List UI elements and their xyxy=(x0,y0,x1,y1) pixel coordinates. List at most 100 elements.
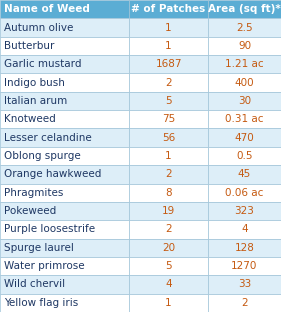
Text: 4: 4 xyxy=(165,280,172,290)
Text: 75: 75 xyxy=(162,114,175,124)
Bar xyxy=(129,55,208,73)
Bar xyxy=(0,0,129,18)
Bar xyxy=(129,239,208,257)
Text: 20: 20 xyxy=(162,243,175,253)
Bar xyxy=(208,37,281,55)
Text: 8: 8 xyxy=(165,188,172,198)
Bar xyxy=(129,92,208,110)
Text: Wild chervil: Wild chervil xyxy=(4,280,65,290)
Text: 5: 5 xyxy=(165,261,172,271)
Text: Butterbur: Butterbur xyxy=(4,41,55,51)
Bar xyxy=(129,220,208,239)
Text: Area (sq ft)*: Area (sq ft)* xyxy=(208,4,281,14)
Bar xyxy=(208,129,281,147)
Text: 128: 128 xyxy=(235,243,254,253)
Bar xyxy=(0,147,129,165)
Bar xyxy=(129,110,208,129)
Bar xyxy=(0,73,129,92)
Text: Garlic mustard: Garlic mustard xyxy=(4,59,81,69)
Text: 5: 5 xyxy=(165,96,172,106)
Bar xyxy=(0,202,129,220)
Text: Knotweed: Knotweed xyxy=(4,114,56,124)
Text: 19: 19 xyxy=(162,206,175,216)
Text: 0.06 ac: 0.06 ac xyxy=(225,188,264,198)
Text: 56: 56 xyxy=(162,133,175,143)
Bar xyxy=(208,165,281,183)
Bar xyxy=(0,55,129,73)
Text: Phragmites: Phragmites xyxy=(4,188,64,198)
Bar xyxy=(129,294,208,312)
Bar xyxy=(208,239,281,257)
Text: 4: 4 xyxy=(241,224,248,234)
Bar xyxy=(129,257,208,275)
Text: Indigo bush: Indigo bush xyxy=(4,78,65,88)
Text: # of Patches: # of Patches xyxy=(132,4,206,14)
Text: Name of Weed: Name of Weed xyxy=(4,4,90,14)
Bar xyxy=(208,275,281,294)
Bar xyxy=(0,92,129,110)
Bar xyxy=(0,220,129,239)
Text: 2.5: 2.5 xyxy=(236,22,253,32)
Bar xyxy=(208,0,281,18)
Text: 1: 1 xyxy=(165,41,172,51)
Bar xyxy=(208,294,281,312)
Bar xyxy=(129,37,208,55)
Text: 0.31 ac: 0.31 ac xyxy=(225,114,264,124)
Text: 0.5: 0.5 xyxy=(236,151,253,161)
Text: Orange hawkweed: Orange hawkweed xyxy=(4,169,101,179)
Bar xyxy=(0,294,129,312)
Text: Autumn olive: Autumn olive xyxy=(4,22,73,32)
Bar xyxy=(0,257,129,275)
Bar xyxy=(129,165,208,183)
Bar xyxy=(208,18,281,37)
Text: 2: 2 xyxy=(165,78,172,88)
Bar xyxy=(0,183,129,202)
Text: Oblong spurge: Oblong spurge xyxy=(4,151,81,161)
Bar xyxy=(129,202,208,220)
Bar xyxy=(208,183,281,202)
Text: Water primrose: Water primrose xyxy=(4,261,85,271)
Text: 1: 1 xyxy=(165,151,172,161)
Bar xyxy=(129,275,208,294)
Text: 400: 400 xyxy=(235,78,254,88)
Text: Purple loosestrife: Purple loosestrife xyxy=(4,224,95,234)
Text: 90: 90 xyxy=(238,41,251,51)
Text: Lesser celandine: Lesser celandine xyxy=(4,133,92,143)
Bar xyxy=(208,147,281,165)
Bar xyxy=(208,110,281,129)
Text: Italian arum: Italian arum xyxy=(4,96,67,106)
Text: 1.21 ac: 1.21 ac xyxy=(225,59,264,69)
Bar xyxy=(208,220,281,239)
Text: 2: 2 xyxy=(165,169,172,179)
Bar xyxy=(0,239,129,257)
Bar xyxy=(0,275,129,294)
Text: 45: 45 xyxy=(238,169,251,179)
Bar xyxy=(208,257,281,275)
Text: 1687: 1687 xyxy=(155,59,182,69)
Bar xyxy=(129,73,208,92)
Bar xyxy=(129,147,208,165)
Text: Spurge laurel: Spurge laurel xyxy=(4,243,74,253)
Text: 1270: 1270 xyxy=(231,261,258,271)
Bar xyxy=(129,18,208,37)
Bar xyxy=(0,165,129,183)
Text: 30: 30 xyxy=(238,96,251,106)
Text: 2: 2 xyxy=(165,224,172,234)
Text: 323: 323 xyxy=(235,206,254,216)
Text: 1: 1 xyxy=(165,22,172,32)
Text: Yellow flag iris: Yellow flag iris xyxy=(4,298,78,308)
Bar xyxy=(0,129,129,147)
Text: 33: 33 xyxy=(238,280,251,290)
Bar xyxy=(208,73,281,92)
Text: Pokeweed: Pokeweed xyxy=(4,206,56,216)
Bar xyxy=(0,110,129,129)
Bar xyxy=(129,129,208,147)
Bar xyxy=(208,55,281,73)
Text: 1: 1 xyxy=(165,298,172,308)
Bar xyxy=(129,183,208,202)
Bar xyxy=(0,18,129,37)
Bar xyxy=(0,37,129,55)
Text: 2: 2 xyxy=(241,298,248,308)
Bar xyxy=(129,0,208,18)
Bar xyxy=(208,92,281,110)
